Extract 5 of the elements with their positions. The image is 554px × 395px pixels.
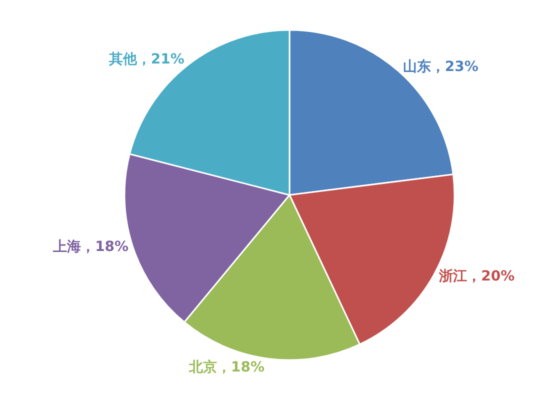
slice-label: 北京，18% — [188, 358, 265, 376]
slice-label: 上海，18% — [52, 238, 129, 255]
slice-label: 其他，21% — [108, 52, 184, 68]
slice-label: 浙江，20% — [438, 268, 515, 284]
slice-label: 山东，23% — [402, 58, 478, 75]
